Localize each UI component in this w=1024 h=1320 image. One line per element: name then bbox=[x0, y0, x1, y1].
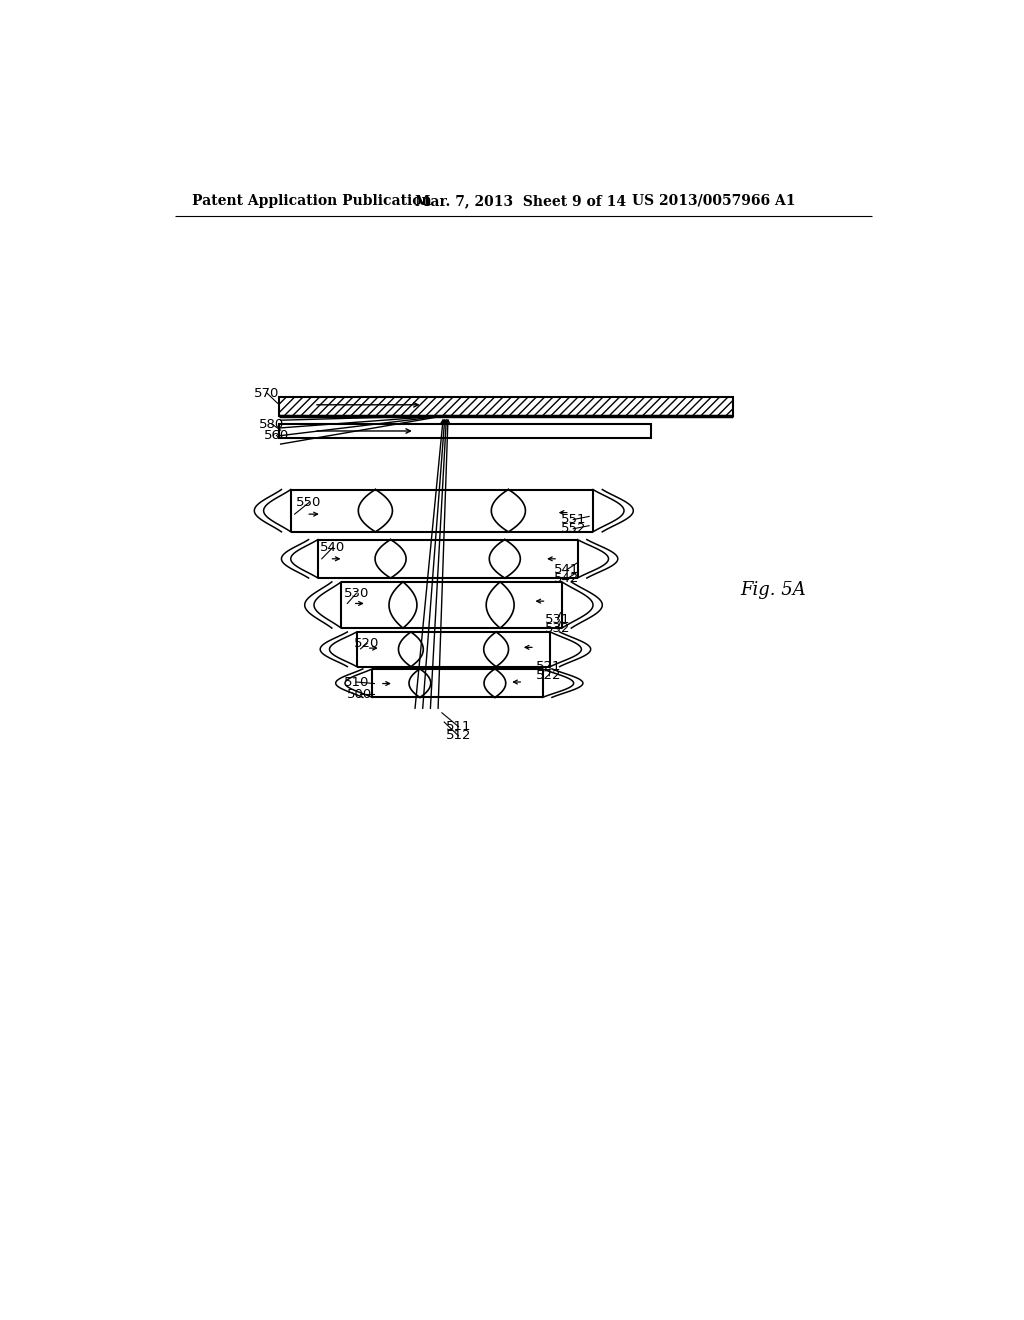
Text: 550: 550 bbox=[296, 496, 322, 510]
Text: 500: 500 bbox=[347, 688, 373, 701]
Text: Mar. 7, 2013  Sheet 9 of 14: Mar. 7, 2013 Sheet 9 of 14 bbox=[415, 194, 626, 207]
Text: 521: 521 bbox=[537, 660, 562, 673]
Text: 520: 520 bbox=[354, 638, 380, 649]
Text: 522: 522 bbox=[537, 669, 562, 682]
Text: 512: 512 bbox=[445, 730, 471, 742]
Text: 511: 511 bbox=[445, 721, 471, 733]
Text: 532: 532 bbox=[545, 622, 570, 635]
Text: 551: 551 bbox=[560, 513, 586, 527]
Text: Fig. 5A: Fig. 5A bbox=[740, 581, 806, 598]
Text: 510: 510 bbox=[343, 676, 369, 689]
Text: 560: 560 bbox=[263, 429, 289, 442]
Text: 541: 541 bbox=[554, 564, 580, 576]
Text: 540: 540 bbox=[321, 541, 345, 554]
Text: 531: 531 bbox=[545, 612, 570, 626]
Text: 530: 530 bbox=[343, 587, 369, 601]
Text: 570: 570 bbox=[254, 387, 280, 400]
Text: 552: 552 bbox=[560, 523, 586, 536]
Text: Patent Application Publication: Patent Application Publication bbox=[191, 194, 431, 207]
Bar bbox=[280, 424, 651, 438]
Text: 542: 542 bbox=[554, 573, 580, 585]
Text: 580: 580 bbox=[259, 417, 285, 430]
Bar bbox=[280, 397, 732, 416]
Text: US 2013/0057966 A1: US 2013/0057966 A1 bbox=[632, 194, 796, 207]
Bar bbox=[280, 397, 732, 416]
